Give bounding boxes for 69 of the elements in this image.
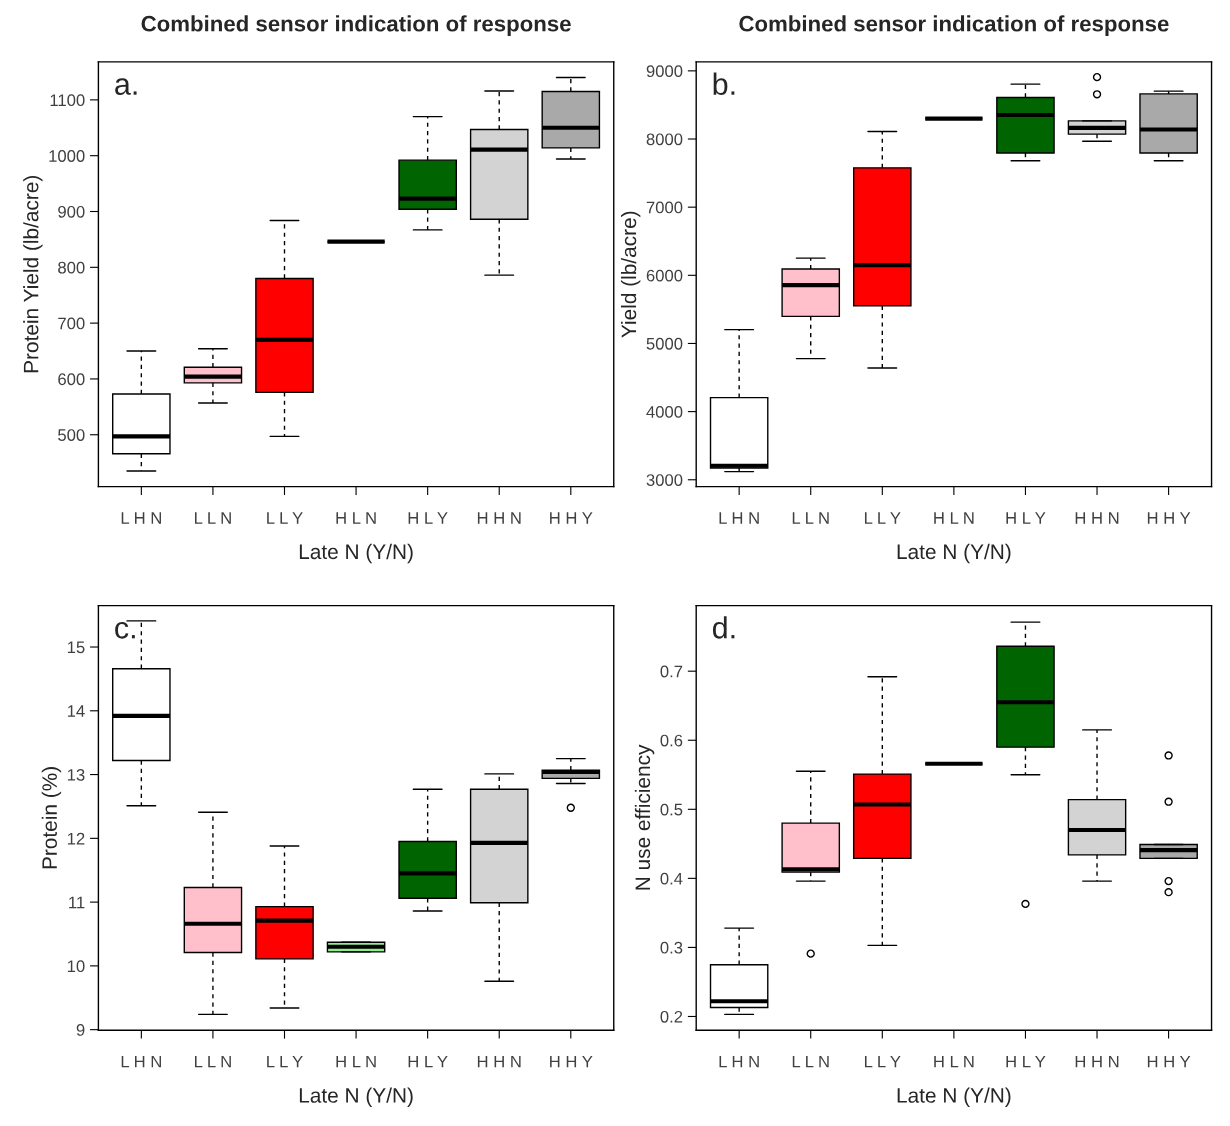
y-tick-label: 0.7: [660, 665, 683, 678]
y-tick-label: 8000: [646, 133, 683, 146]
y-tick-label: 600: [58, 373, 85, 386]
x-tick-label: H L Y: [408, 512, 448, 524]
y-tick-label: 15: [67, 641, 85, 654]
y-tick-label: 1000: [49, 150, 85, 162]
chart-title: Combined sensor indication of response: [739, 15, 1169, 36]
x-axis-title: Late N (Y/N): [897, 1087, 1011, 1107]
y-tick-label: 700: [58, 317, 85, 330]
x-tick-label: H L N: [336, 1055, 376, 1068]
y-tick-label: 6000: [646, 269, 683, 282]
y-tick-label: 800: [58, 261, 85, 274]
x-axis-title: Late N (Y/N): [897, 543, 1011, 564]
annotation: a.: [115, 78, 137, 95]
x-tick-label: H H Y: [1147, 512, 1191, 524]
x-tick-label: H H N: [1075, 1055, 1119, 1068]
y-tick-label: 9000: [646, 65, 683, 78]
x-tick-label: H L N: [934, 512, 974, 524]
y-tick-label: 900: [58, 205, 85, 218]
y-tick-label: 12: [67, 832, 85, 845]
x-tick-label: L L Y: [267, 512, 303, 524]
y-axis-title: Protein (%): [41, 767, 62, 869]
x-tick-label: L H N: [719, 512, 759, 524]
y-axis-title: Yield (lb/acre): [620, 211, 641, 338]
x-axis-title: Late N (Y/N): [299, 1087, 413, 1107]
annotation: c.: [115, 621, 135, 639]
x-tick-label: H L N: [336, 512, 376, 524]
y-tick-label: 0.6: [660, 734, 683, 747]
x-tick-label: L L Y: [267, 1055, 303, 1068]
y-tick-label: 14: [67, 705, 85, 717]
x-tick-label: L H N: [719, 1055, 759, 1068]
x-tick-label: L L Y: [864, 1055, 901, 1068]
y-tick-label: 1100: [50, 94, 85, 107]
y-tick-label: 4000: [646, 406, 683, 418]
x-tick-label: H H N: [477, 1055, 521, 1068]
x-tick-label: L L N: [195, 512, 231, 524]
y-axis-title: Protein Yield (lb/acre): [23, 175, 43, 373]
x-tick-label: L H N: [121, 512, 161, 524]
x-tick-label: L L N: [792, 1055, 829, 1068]
annotation: d.: [712, 616, 735, 639]
y-tick-label: 10: [67, 960, 85, 973]
y-tick-label: 0.3: [660, 941, 683, 954]
y-tick-label: 500: [58, 429, 85, 441]
y-tick-label: 0.2: [660, 1010, 683, 1023]
x-tick-label: H H Y: [550, 1055, 593, 1068]
x-tick-label: H L N: [934, 1055, 974, 1068]
x-tick-label: L L Y: [864, 512, 901, 524]
y-tick-label: 7000: [646, 201, 683, 214]
y-tick-label: 0.4: [660, 872, 683, 885]
x-tick-label: L L N: [792, 512, 829, 524]
x-tick-label: H L Y: [408, 1055, 448, 1068]
x-tick-label: H H Y: [550, 512, 593, 524]
y-axis-title: N use efficiency: [634, 744, 655, 890]
y-tick-label: 3000: [646, 474, 683, 486]
chart-title: Combined sensor indication of response: [141, 15, 571, 36]
y-tick-label: 13: [67, 768, 85, 781]
y-tick-label: 5000: [646, 337, 683, 350]
x-tick-label: H H Y: [1147, 1055, 1191, 1068]
x-tick-label: L L N: [195, 1055, 231, 1068]
annotation: b.: [713, 72, 735, 95]
x-axis-title: Late N (Y/N): [299, 543, 413, 564]
x-tick-label: H L Y: [1006, 512, 1046, 524]
x-tick-label: L H N: [121, 1055, 161, 1068]
x-tick-label: H H N: [477, 512, 521, 524]
y-tick-label: 9: [76, 1024, 85, 1036]
x-tick-label: H H N: [1075, 512, 1119, 524]
y-tick-label: 0.5: [660, 803, 683, 816]
y-tick-label: 11: [69, 896, 85, 909]
x-tick-label: H L Y: [1006, 1055, 1046, 1068]
